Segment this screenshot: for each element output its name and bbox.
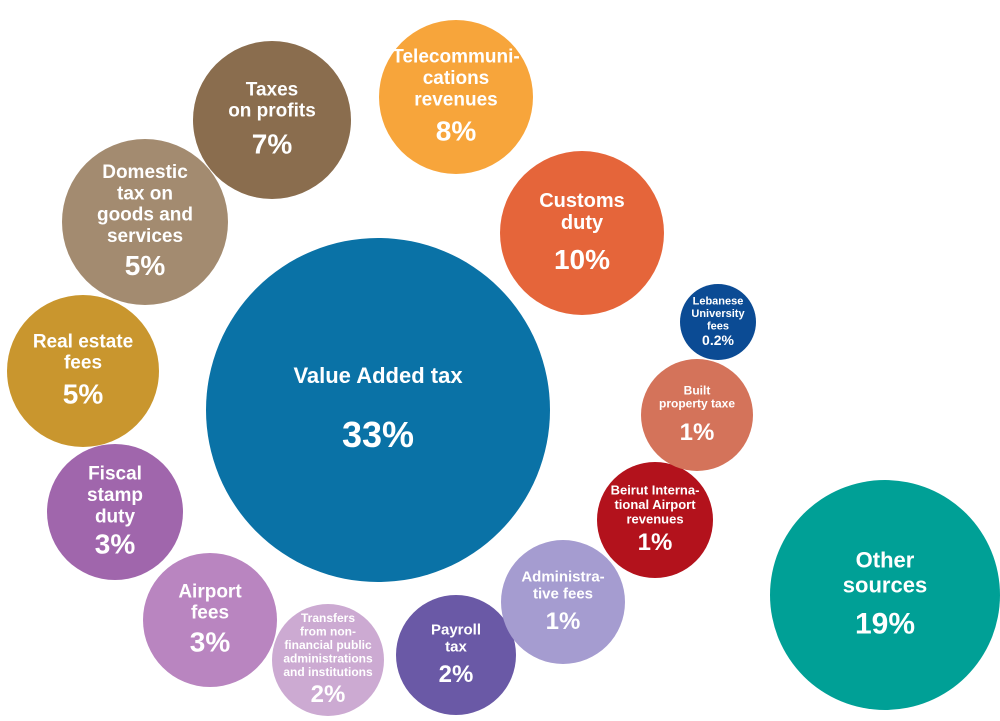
- label-line: fees: [64, 353, 102, 374]
- label-line: tax: [445, 638, 467, 655]
- bubble: [680, 284, 756, 360]
- bubble: [597, 462, 713, 578]
- bubble-label: Taxes on profits: [228, 79, 316, 121]
- value-label: 1%: [680, 419, 715, 446]
- label-line: Other: [856, 547, 915, 572]
- bubble-label: Lebanese University fees: [691, 296, 745, 333]
- label-line: cations: [423, 68, 490, 89]
- label-line: tive fees: [533, 585, 593, 602]
- bubble-label: Payroll tax: [431, 622, 481, 656]
- label-line: Built: [684, 383, 711, 397]
- value-label: 3%: [95, 528, 136, 559]
- bubble-label: Airport fees: [178, 581, 242, 623]
- label-line: Telecommuni-: [392, 47, 519, 68]
- bubble: [641, 359, 753, 471]
- label-line: and institutions: [283, 665, 373, 679]
- bubble: [500, 151, 664, 315]
- label-line: fees: [707, 320, 729, 332]
- label-line: Real estate: [33, 331, 133, 352]
- bubble-label: Administra-tive fees: [521, 569, 604, 603]
- value-label: 5%: [125, 250, 166, 281]
- value-label: 2%: [311, 681, 346, 708]
- bubble-label: Real estate fees: [33, 331, 133, 373]
- label-line: Beirut Interna-: [611, 483, 700, 498]
- label-line: revenues: [414, 89, 497, 110]
- label-line: University: [691, 308, 745, 320]
- label-line: Customs: [539, 190, 625, 212]
- bubble: [770, 480, 1000, 710]
- label-line: sources: [843, 572, 927, 597]
- label-line: administrations: [283, 652, 373, 666]
- label-line: Administra-: [521, 569, 604, 586]
- bubble-label: Other sources: [843, 547, 927, 597]
- bubble: [143, 553, 277, 687]
- bubble: [62, 139, 228, 305]
- label-line: from non-: [300, 625, 356, 639]
- label-line: Value Added tax: [293, 363, 463, 388]
- label-line: Fiscal: [88, 464, 142, 485]
- value-label: 2%: [439, 661, 474, 688]
- label-line: property taxe: [659, 397, 735, 411]
- label-line: goods and: [97, 205, 193, 226]
- bubble: [501, 540, 625, 664]
- bubble-label: Telecommuni-cations revenues: [392, 47, 519, 111]
- label-line: Lebanese: [693, 296, 744, 308]
- label-line: duty: [561, 212, 604, 234]
- bubble: [7, 295, 159, 447]
- value-label: 1%: [546, 608, 581, 635]
- bubble-label: Transfers from non-financial public admini…: [283, 611, 373, 679]
- label-line: Domestic: [102, 162, 188, 183]
- label-line: tional Airport: [614, 497, 696, 512]
- value-label: 0.2%: [702, 332, 734, 348]
- bubble: [206, 238, 550, 582]
- label-line: duty: [95, 506, 136, 527]
- label-line: fees: [191, 603, 229, 624]
- label-line: Airport: [178, 581, 242, 602]
- bubble-label: Value Added tax: [293, 363, 463, 388]
- bubble-label: Beirut Interna-tional Airport revenues: [611, 483, 700, 527]
- label-line: revenues: [626, 512, 683, 527]
- label-line: on profits: [228, 101, 316, 122]
- bubble-label: Customs duty: [539, 190, 625, 234]
- label-line: Taxes: [246, 79, 298, 100]
- bubble: [396, 595, 516, 715]
- value-label: 10%: [554, 244, 610, 275]
- label-line: tax on: [117, 183, 173, 204]
- bubble: [47, 444, 183, 580]
- label-line: services: [107, 226, 183, 247]
- bubble: [272, 604, 384, 716]
- label-line: Transfers: [301, 611, 355, 625]
- bubble-label: Fiscal stamp duty: [87, 464, 143, 528]
- value-label: 5%: [63, 379, 104, 410]
- value-label: 1%: [638, 529, 673, 556]
- value-label: 7%: [252, 129, 293, 160]
- bubble-label: Domestic tax on goods and services: [97, 162, 193, 247]
- value-label: 8%: [436, 115, 477, 146]
- value-label: 33%: [342, 414, 414, 455]
- value-label: 19%: [855, 608, 915, 641]
- value-label: 3%: [190, 627, 231, 658]
- label-line: stamp: [87, 485, 143, 506]
- label-line: Payroll: [431, 622, 481, 639]
- label-line: financial public: [284, 638, 372, 652]
- bubble: [379, 20, 533, 174]
- bubble: [193, 41, 351, 199]
- bubble-label: Built property taxe: [659, 383, 735, 410]
